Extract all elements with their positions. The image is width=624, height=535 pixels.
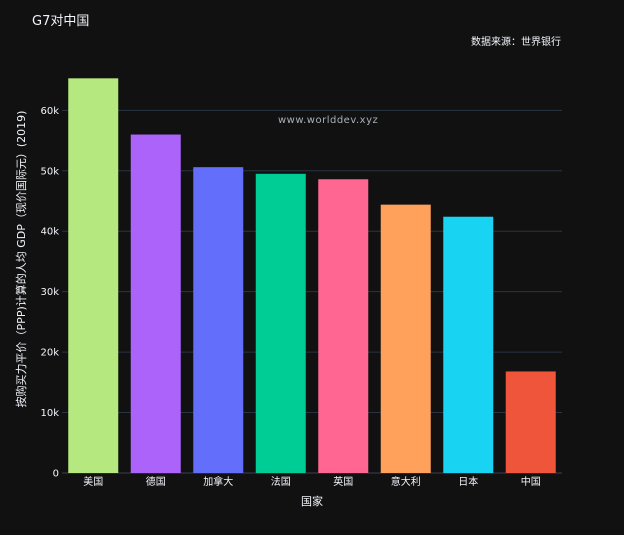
x-tick-label: 意大利 [391,475,421,488]
bar-5[interactable] [318,179,369,473]
y-tick-label: 0 [53,469,59,480]
y-tick-label: 20k [40,348,59,359]
x-tick-label: 法国 [271,475,291,488]
y-axis-ticks: 0 10k 20k 30k 40k 50k 60k [40,106,59,480]
x-tick-label: 加拿大 [203,475,233,488]
chart-title: G7对中国 [32,14,90,29]
y-tick-label: 40k [40,227,59,238]
x-tick-label: 美国 [83,475,103,488]
bar-2[interactable] [130,134,181,473]
x-axis-title: 国家 [301,494,323,508]
bar-6[interactable] [380,204,431,473]
x-tick-label: 德国 [146,475,166,488]
watermark: www.worlddev.xyz [278,115,379,126]
x-tick-label: 日本 [458,475,478,488]
y-axis-title: 按购买力平价（PPP)计算的人均 GDP（现价国际元）(2019) [14,111,28,408]
x-axis-ticks: 美国 德国 加拿大 法国 英国 意大利 日本 中国 [83,475,541,488]
y-tick-label: 60k [40,106,59,117]
bar-3[interactable] [193,167,244,473]
bars [68,78,556,474]
x-tick-label: 英国 [333,475,353,488]
x-tick-label: 中国 [521,475,541,488]
y-tick-label: 50k [40,166,59,177]
bar-4[interactable] [255,173,306,474]
y-tick-label: 10k [40,408,59,419]
bar-1[interactable] [68,78,119,473]
data-source-note: 数据来源：世界银行 [471,37,561,48]
bar-8[interactable] [505,371,556,473]
bar-7[interactable] [443,216,494,473]
y-tick-label: 30k [40,287,59,298]
